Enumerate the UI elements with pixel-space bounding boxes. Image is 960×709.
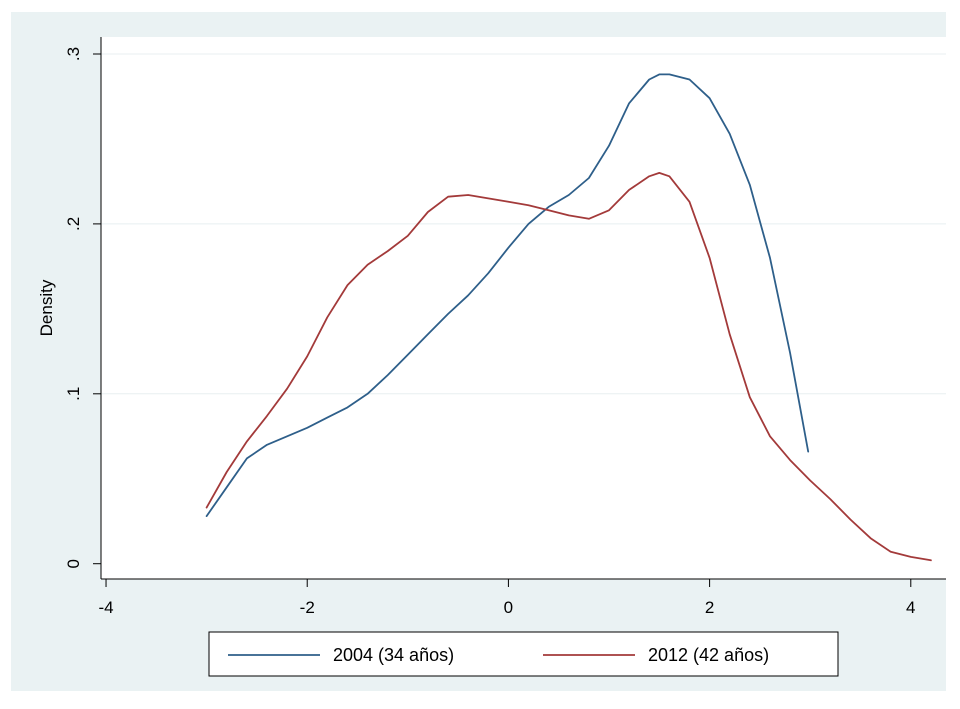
series-line-2012 — [205, 171, 932, 562]
y-axis-title: Density — [37, 279, 56, 336]
x-tick-label: -4 — [98, 598, 113, 617]
x-tick-label: 2 — [705, 598, 714, 617]
series-line-2004 — [205, 73, 810, 517]
x-tick-label: -2 — [300, 598, 315, 617]
legend-label-2012: 2012 (42 años) — [648, 645, 769, 665]
x-tick-label: 4 — [906, 598, 915, 617]
axes: 0 .1 .2 .3 -4 -2 0 2 4 — [64, 37, 946, 617]
x-tick-label: 0 — [504, 598, 513, 617]
legend: 2004 (34 años) 2012 (42 años) — [208, 631, 839, 677]
plot-area — [101, 37, 946, 579]
legend-box — [208, 631, 839, 677]
y-tick-label: .3 — [64, 47, 83, 61]
gridlines — [101, 53, 946, 395]
y-tick-label: .1 — [64, 387, 83, 401]
series-lines — [205, 73, 932, 562]
legend-label-2004: 2004 (34 años) — [333, 645, 454, 665]
y-tick-label: .2 — [64, 217, 83, 231]
y-tick-label: 0 — [64, 559, 83, 568]
